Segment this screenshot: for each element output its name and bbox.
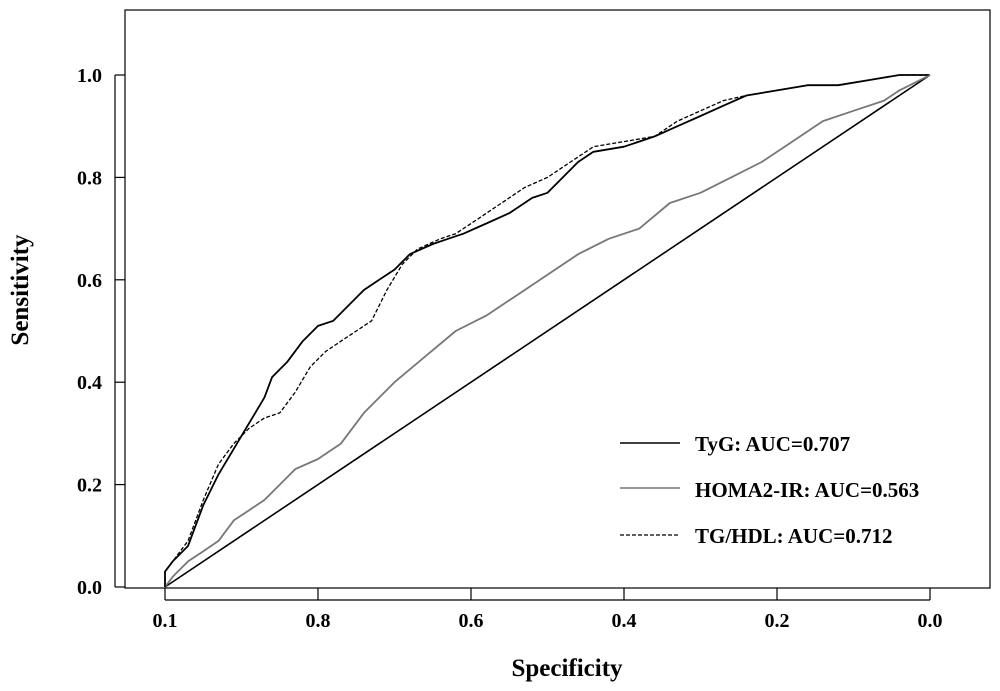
x-tick-label: 0.4 xyxy=(612,610,637,632)
y-tick-label: 0.8 xyxy=(77,167,102,189)
x-tick-label: 0.0 xyxy=(918,610,943,632)
reference-diagonal xyxy=(164,74,931,588)
series-line-tyg xyxy=(164,74,930,587)
y-tick-label: 0.0 xyxy=(77,577,102,599)
x-tick-label: 0.8 xyxy=(306,610,331,632)
y-tick-label: 0.2 xyxy=(77,475,102,497)
y-tick-label: 0.4 xyxy=(77,372,102,394)
y-axis-title: Sensitivity xyxy=(7,234,34,346)
series-line-homa2-ir xyxy=(164,74,931,588)
x-tick-label: 0.6 xyxy=(459,610,484,632)
y-tick-label: 0.6 xyxy=(77,270,102,292)
x-axis-title: Specificity xyxy=(511,655,623,682)
x-tick-label: 0.1 xyxy=(153,610,178,632)
legend-label-tg-hdl: TG/HDL: AUC=0.712 xyxy=(695,524,892,548)
legend-label-homa2-ir: HOMA2-IR: AUC=0.563 xyxy=(695,478,919,502)
legend-label-tyg: TyG: AUC=0.707 xyxy=(695,432,850,456)
y-tick-label: 1.0 xyxy=(77,65,102,87)
legend: TyG: AUC=0.707 HOMA2-IR: AUC=0.563 TG/HD… xyxy=(620,432,919,548)
series-line-tg-hdl xyxy=(164,74,930,587)
x-tick-label: 0.2 xyxy=(765,610,790,632)
plot-frame xyxy=(124,9,991,589)
